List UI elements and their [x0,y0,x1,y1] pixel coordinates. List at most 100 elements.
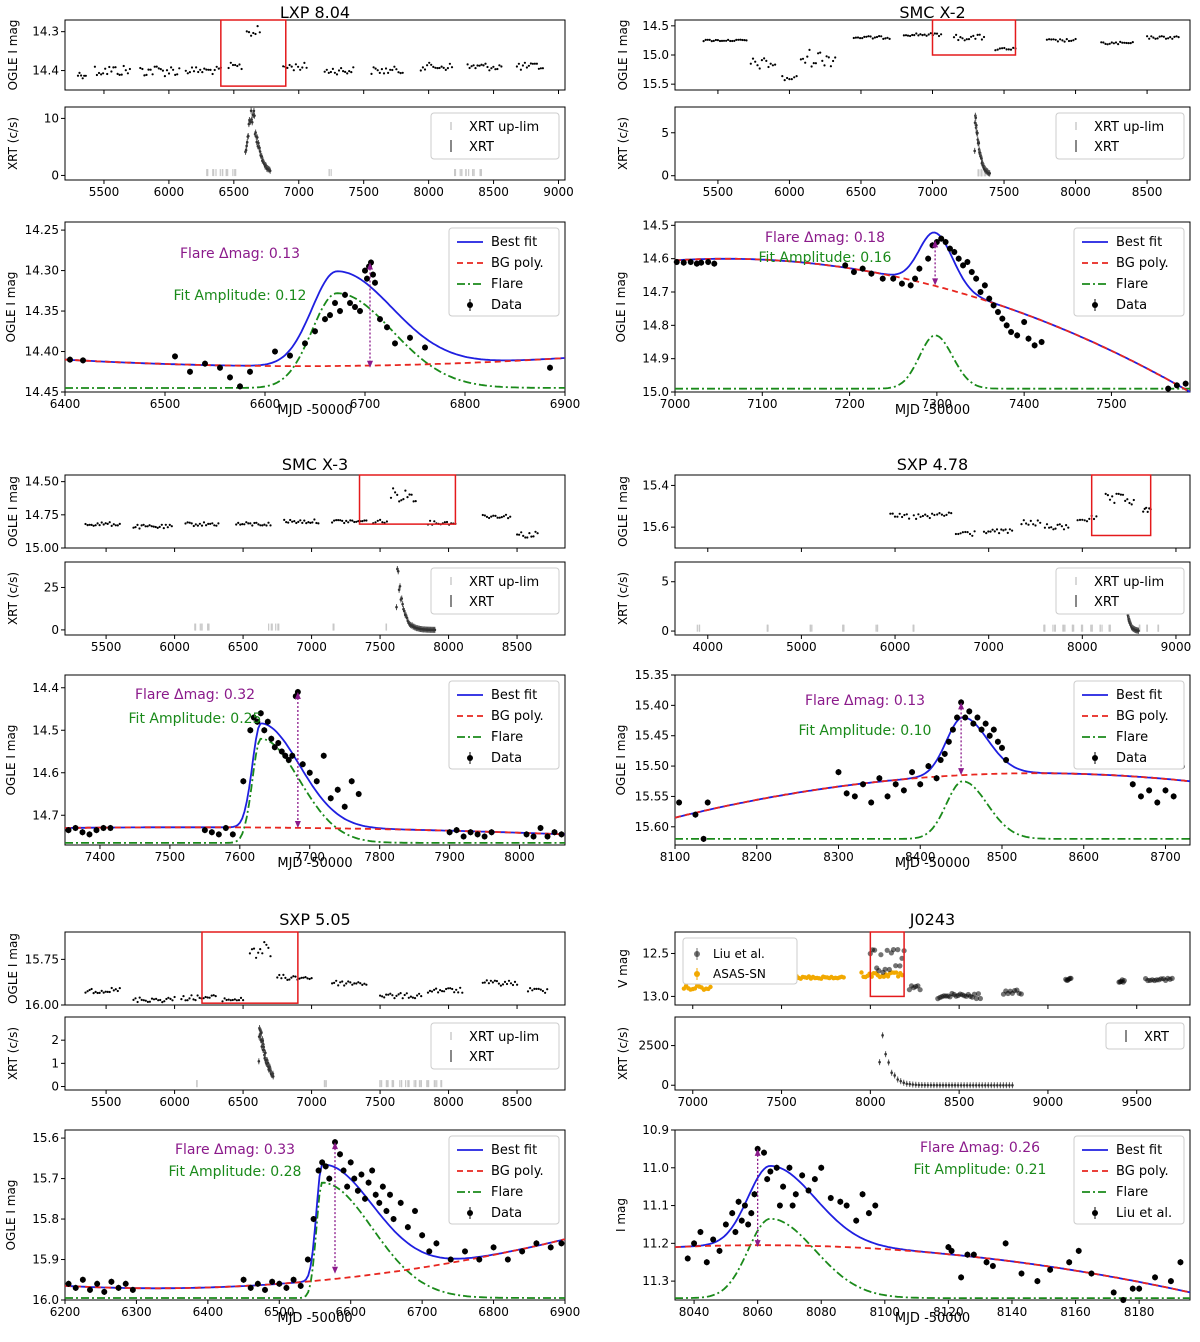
ogle-point [142,999,145,1002]
ogle-point [513,980,517,984]
x-tick-label: 7500 [1096,397,1127,411]
ogle-point [522,534,525,538]
data-point [319,1159,326,1166]
ogle-point [531,989,534,992]
ogle-point [180,998,183,1001]
ogle-point [170,525,173,528]
ogle-point [299,519,302,522]
data-point [966,708,973,715]
ogle-point [190,66,194,69]
ogle-point [379,994,382,997]
ogle-point [950,511,953,515]
data-point [698,259,705,266]
ogle-point [186,521,189,524]
ogle-point [190,522,193,525]
flare-arrow-head-down [932,278,939,286]
x-tick-label: 6500 [846,185,877,199]
ogle-point [959,532,962,535]
ogle-point [1160,35,1163,38]
data-point [792,1191,799,1198]
y-tick-label: 15.6 [642,520,669,534]
data-point [748,1210,755,1217]
data-point [827,1195,834,1201]
xrt-point [935,1083,939,1087]
ogle-point [905,513,908,516]
xrt-point [262,1048,266,1052]
data-point [1047,1266,1054,1273]
data-point [460,833,467,840]
ogle-point [444,68,447,71]
data-point [79,829,86,836]
ogle-point [196,994,199,997]
ogle-point [478,64,481,67]
zoom-highlight-box [869,931,905,998]
ogle-point [300,976,303,979]
data-point [433,1240,440,1247]
xrt-point [920,1083,924,1087]
ogle-point [1085,520,1089,523]
ogle-point [112,523,115,526]
ogle-point [159,998,162,1002]
x-tick-label: 6600 [250,397,281,411]
ogle-point [965,38,968,41]
liu-point [876,968,882,974]
data-point [962,714,969,721]
y-axis-label: OGLE I mag [614,272,628,343]
ogle-point [806,55,809,58]
ogle-point [882,37,885,41]
xrt-point [401,602,404,606]
ogle-point [996,48,999,51]
data-point [1038,339,1045,345]
ogle-point [446,67,449,70]
ogle-point [100,989,103,993]
data-point [1167,1278,1174,1285]
ogle-point [1002,529,1005,532]
ogle-point [488,516,491,520]
data-point [172,353,178,360]
legend-box [1073,1135,1185,1225]
ogle-point [134,526,137,529]
ogle-point [714,38,718,42]
ogle-point [198,996,201,1000]
ogle-point [347,521,350,524]
ogle-point [283,518,286,522]
ogle-point [496,67,499,71]
data-point [490,1244,497,1251]
ogle-point [1132,498,1135,502]
ogle-point [116,989,119,993]
ogle-point [501,983,505,986]
legend-label: Liu et al. [1116,1206,1172,1221]
ogle-point [104,67,107,70]
ogle-point [335,73,339,76]
xrt-legend: XRT up-lim XRT [1055,567,1185,615]
ogle-point [915,517,918,521]
ogle-point [534,530,537,533]
data-point [704,799,711,806]
y-tick-label: 14.25 [25,223,59,237]
ogle-point [142,523,145,526]
ogle-point [935,32,939,35]
flare-delta-mag: Flare Δmag: 0.33 [175,1142,295,1158]
ogle-point [144,999,147,1002]
ogle-point [1088,517,1091,521]
ogle-point [1142,510,1145,513]
ogle-point [215,524,218,527]
data-point [1162,787,1169,794]
fit-amplitude: Fit Amplitude: 0.28 [169,1164,302,1180]
ogle-point [406,496,409,499]
y-axis-label: XRT (c/s) [6,1027,20,1080]
ogle-point [104,990,107,993]
ogle-point [154,525,157,529]
ogle-point [1007,48,1010,51]
x-tick-label: 7000 [296,640,327,654]
data-point [376,1199,383,1206]
data-point [1008,329,1015,335]
ogle-point [1173,35,1176,39]
liu-point [1068,975,1074,981]
ogle-point [878,35,881,38]
data-point [100,825,107,831]
ogle-point [535,987,538,991]
ogle-point [1152,36,1155,39]
data-point [547,364,553,371]
ogle-point [911,33,914,37]
